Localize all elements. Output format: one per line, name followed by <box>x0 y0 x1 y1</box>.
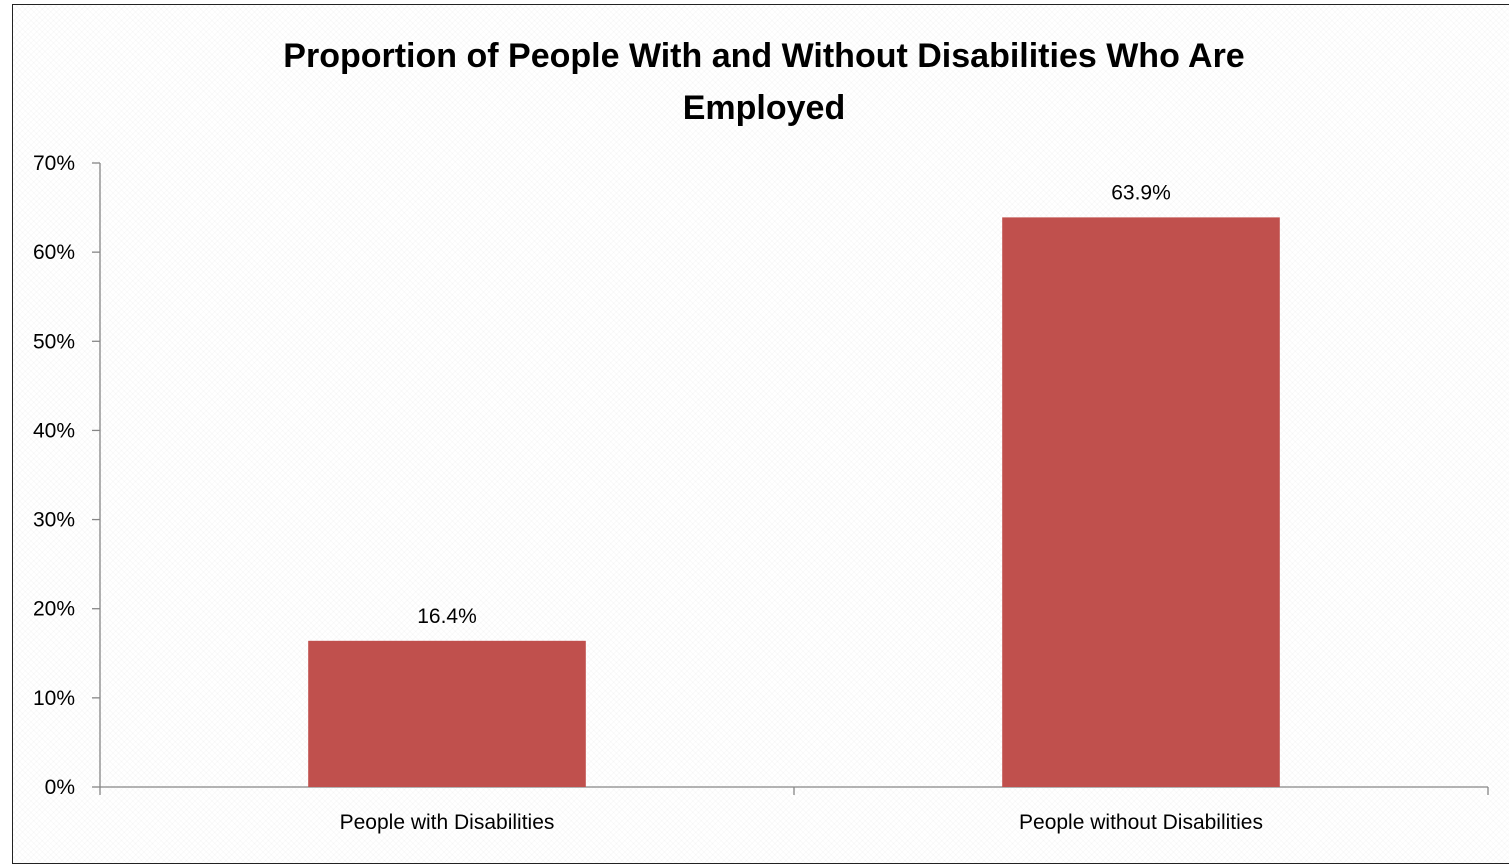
y-tick-label: 70% <box>33 152 75 175</box>
y-tick-label: 30% <box>33 509 75 532</box>
x-category-label: People without Disabilities <box>1019 811 1263 834</box>
x-category-label: People with Disabilities <box>340 811 555 834</box>
y-axis: 0% 10% 20% 30% 40% 50% 60% 70% <box>33 152 101 799</box>
y-tick-label: 10% <box>33 687 75 710</box>
y-tick-label: 40% <box>33 419 75 442</box>
y-tick-label: 60% <box>33 241 75 264</box>
data-label: 16.4% <box>417 605 477 628</box>
y-tick-label: 50% <box>33 330 75 353</box>
chart-title: Proportion of People With and Without Di… <box>283 37 1245 127</box>
y-tick-label: 20% <box>33 598 75 621</box>
y-tick-label: 0% <box>45 776 75 799</box>
bar <box>308 640 586 787</box>
bar <box>1002 217 1280 787</box>
x-axis: People with Disabilities People without D… <box>99 786 1489 834</box>
bars <box>308 217 1280 787</box>
data-label: 63.9% <box>1111 181 1171 204</box>
data-labels: 16.4% 63.9% <box>417 181 1171 627</box>
